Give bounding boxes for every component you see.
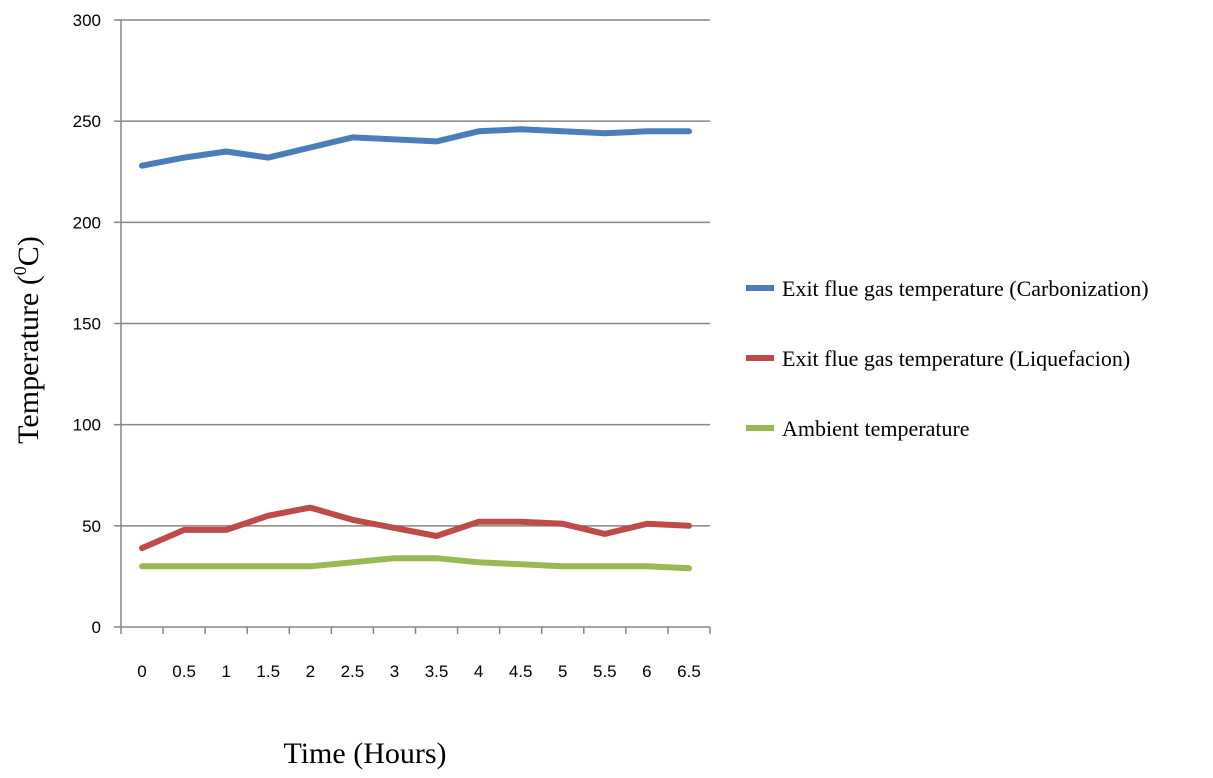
x-tick-label: 2.5 (341, 662, 365, 681)
series-line-3 (139, 555, 692, 572)
y-tick-label: 300 (73, 11, 101, 30)
x-tick-label: 5 (558, 662, 567, 681)
y-axis-title-unit: C) (12, 236, 45, 266)
x-tick-label: 5.5 (593, 662, 617, 681)
y-axis-title: Temperature (0C) (10, 236, 45, 444)
x-tick-label: 6.5 (677, 662, 701, 681)
x-axis-title: Time (Hours) (283, 737, 446, 770)
x-tick-label: 0.5 (172, 662, 196, 681)
legend-label: Exit flue gas temperature (Liquefacion) (782, 346, 1130, 371)
y-axis-title-text: Temperature ( (12, 275, 45, 444)
x-tick-label: 6 (642, 662, 651, 681)
x-tick-label: 2 (306, 662, 315, 681)
y-axis-title-superscript: 0 (10, 266, 30, 275)
gridlines (121, 19, 710, 527)
x-tick-label: 3 (390, 662, 399, 681)
series-line-2 (139, 504, 692, 552)
y-axis-ticks: 0 50 100 150 200 250 300 (73, 11, 121, 637)
y-tick-label: 50 (82, 517, 101, 536)
x-tick-label: 4 (474, 662, 483, 681)
y-tick-label: 0 (92, 618, 101, 637)
x-tick-label: 0 (137, 662, 146, 681)
x-tick-label: 4.5 (509, 662, 533, 681)
x-tick-label: 1.5 (256, 662, 280, 681)
x-tick-label: 1 (221, 662, 230, 681)
legend-label: Ambient temperature (782, 416, 970, 441)
series-lines (139, 126, 692, 572)
legend-label: Exit flue gas temperature (Carbonization… (782, 276, 1149, 301)
y-tick-label: 150 (73, 315, 101, 334)
y-tick-label: 100 (73, 416, 101, 435)
x-axis-ticks: 0 0.5 1 1.5 2 2.5 3 3.5 4 4.5 5 5.5 6 6.5 (120, 627, 711, 681)
y-tick-label: 200 (73, 213, 101, 232)
legend: Exit flue gas temperature (Carbonization… (746, 276, 1149, 441)
x-tick-label: 3.5 (425, 662, 449, 681)
series-line-1 (139, 126, 692, 169)
y-tick-label: 250 (73, 112, 101, 131)
